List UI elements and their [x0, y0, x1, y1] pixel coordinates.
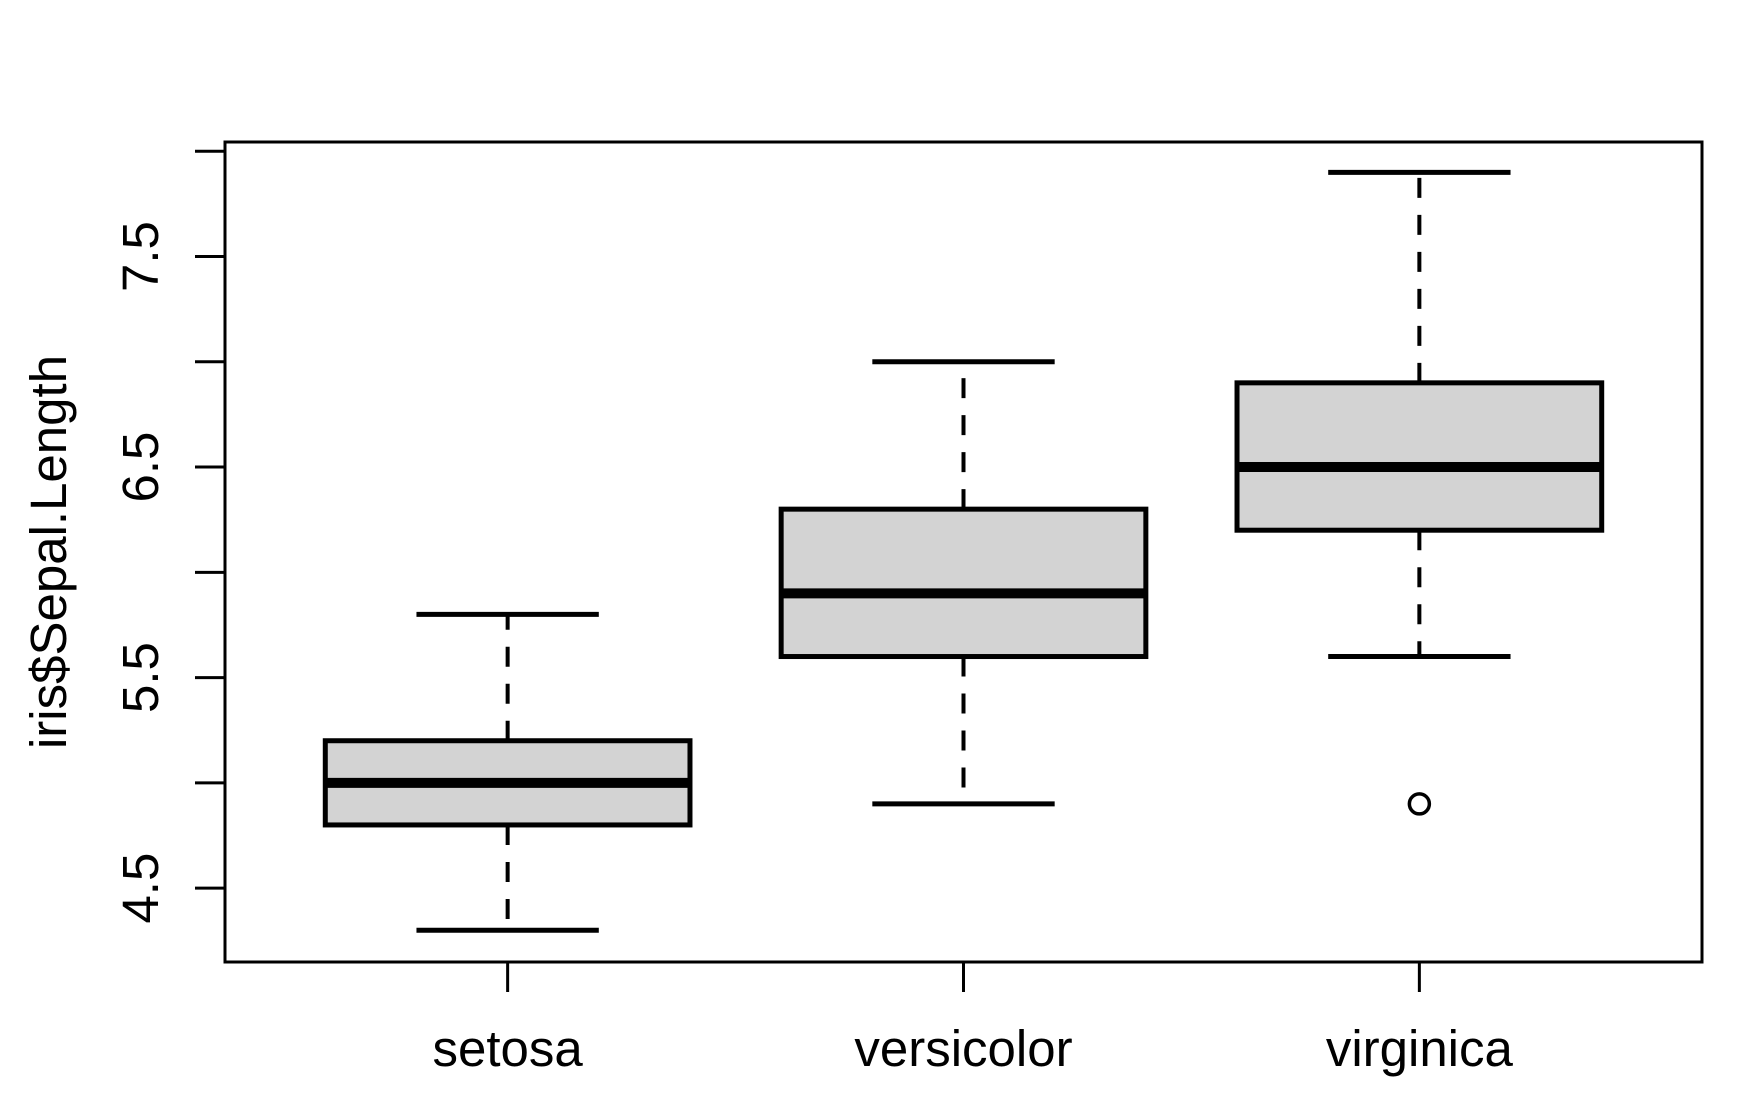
axes: 4.5 5.5 6.5 7.5 setosa versicolor virginica [112, 140, 1704, 1077]
y-axis-tick-label: 6.5 [112, 432, 169, 503]
x-axis-category-label: setosa [433, 1020, 584, 1077]
y-axis-tick-label: 5.5 [112, 642, 169, 713]
y-axis-title: iris$Sepal.Length [20, 355, 77, 749]
boxplot-group-versicolor [778, 359, 1149, 807]
iqr-box [1234, 380, 1605, 533]
y-axis-tick-label: 4.5 [112, 853, 169, 924]
y-axis-tick-label: 7.5 [112, 221, 169, 292]
x-axis-category-label: versicolor [854, 1020, 1072, 1077]
boxplot-groups [322, 169, 1605, 933]
iqr-box [778, 506, 1149, 660]
boxplot-group-setosa [322, 611, 693, 933]
x-axis-category-label: virginica [1326, 1020, 1514, 1077]
outlier-point [1407, 792, 1432, 816]
boxplot-group-virginica [1234, 169, 1605, 816]
